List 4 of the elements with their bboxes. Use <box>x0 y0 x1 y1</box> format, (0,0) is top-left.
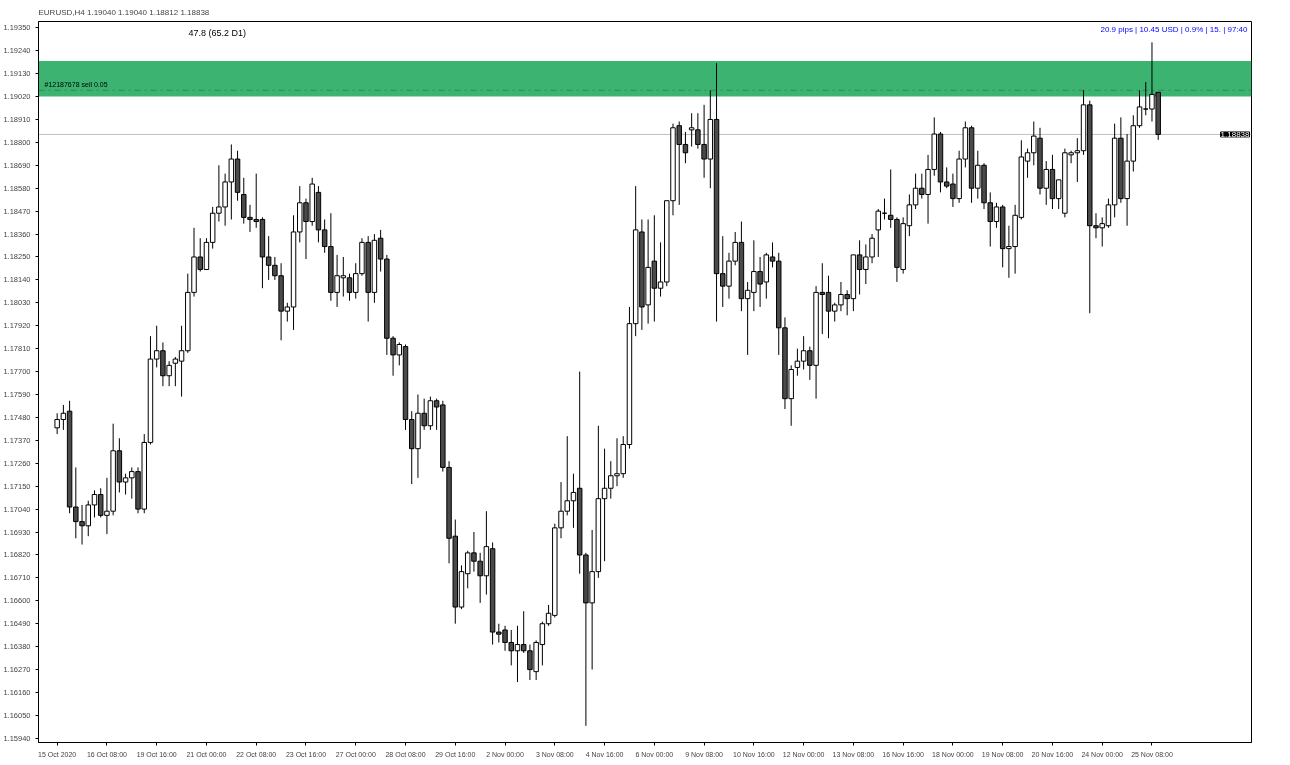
annotation: 20.9 pips | 10.45 USD | 0.9% | 15. | 97:40 <box>1100 24 1249 34</box>
ref-line-label: 1.18838 <box>1220 129 1251 139</box>
chart-title: EURUSD,H4 1.19040 1.19040 1.18812 1.18838 <box>38 7 210 17</box>
annotation: 47.8 (65.2 D1) <box>188 27 247 38</box>
